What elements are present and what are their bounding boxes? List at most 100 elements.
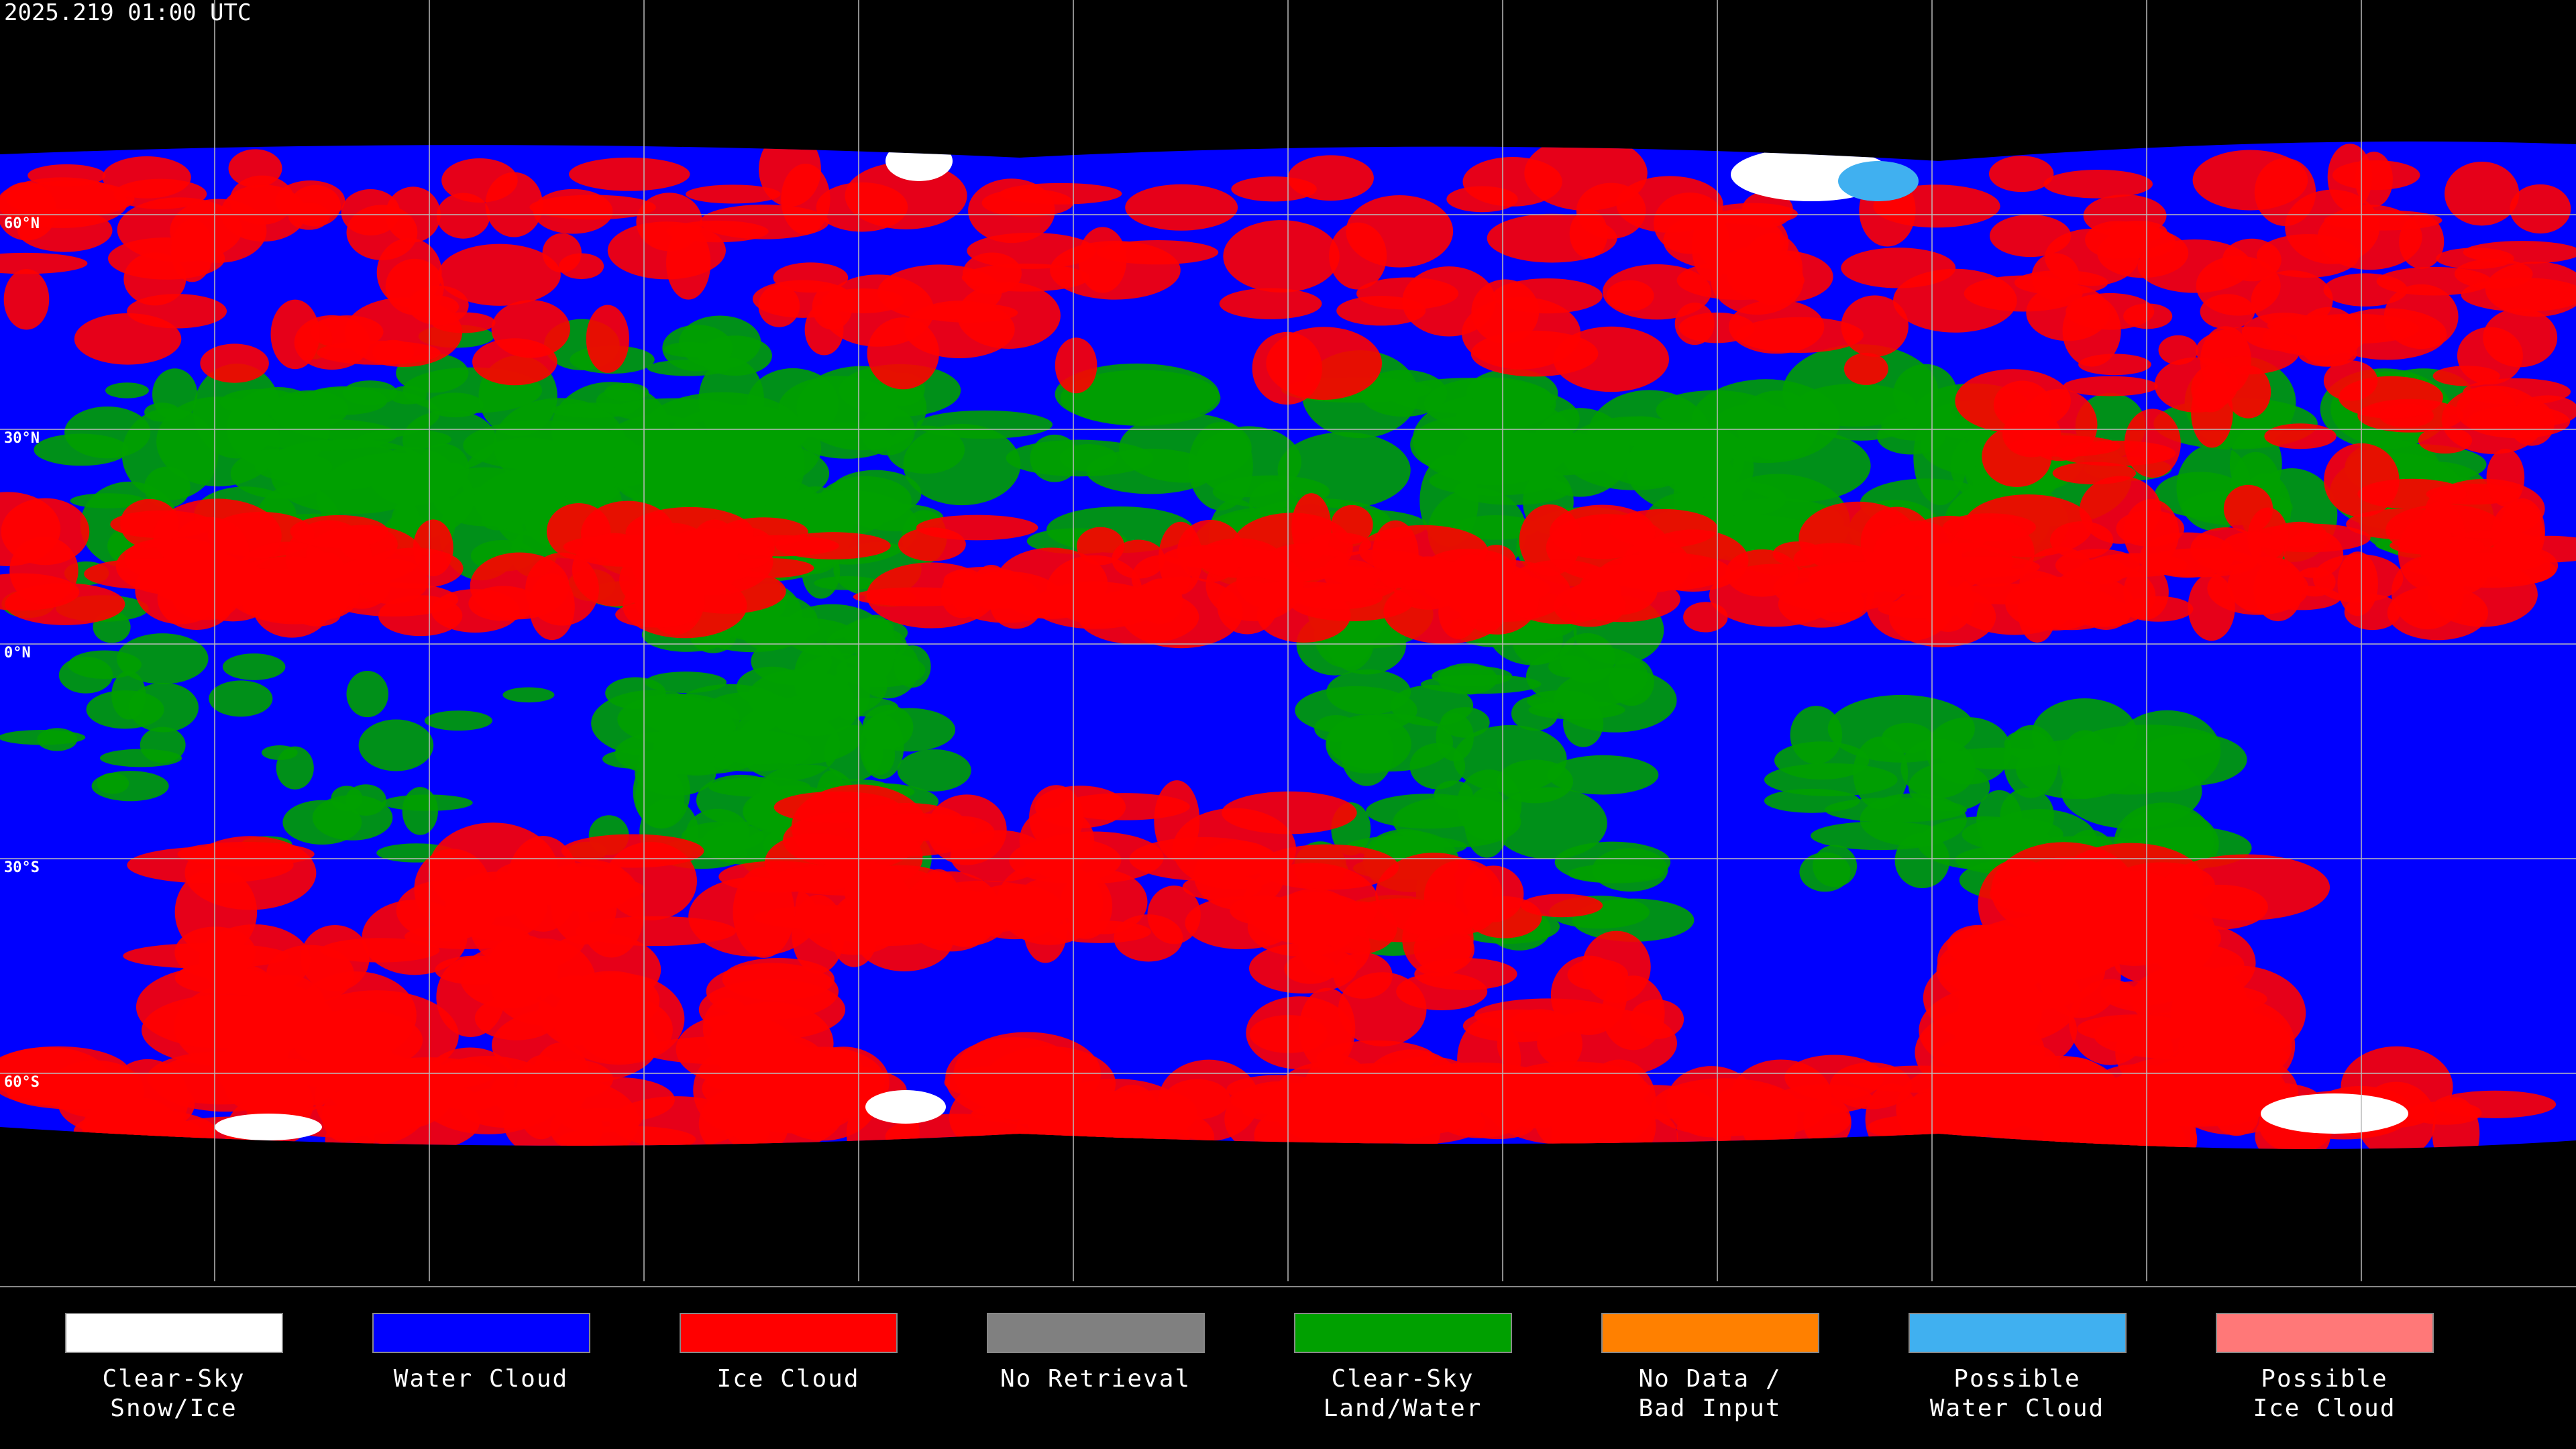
cloud-blob [1735, 317, 1864, 353]
cloud-blob [276, 746, 314, 790]
latitude-label: 30°S [4, 859, 40, 876]
cloud-blob [2489, 547, 2559, 584]
cloud-blob [2483, 308, 2558, 368]
cloud-blob [941, 908, 989, 947]
cloud-blob [1336, 296, 1426, 326]
cloud-blob [894, 645, 931, 688]
cloud-blob [2337, 551, 2378, 616]
cloud-blob [2192, 150, 2308, 211]
cloud-blob [1061, 869, 1148, 934]
cloud-blob [1525, 645, 1648, 708]
cloud-blob [378, 595, 463, 637]
cloud-blob [1125, 184, 1238, 231]
cloud-blob [2127, 1022, 2186, 1059]
cloud-blob [1032, 581, 1159, 629]
cloud-blob [1872, 521, 1962, 591]
cloud-blob [117, 633, 209, 684]
latitude-label: 0°N [4, 645, 31, 661]
cloud-blob [436, 193, 490, 239]
legend-label: Clear-Sky [1331, 1365, 1474, 1393]
cloud-blob [2432, 366, 2500, 386]
cloud-blob [1663, 211, 1784, 270]
cloud-blob [1338, 972, 1427, 1046]
cloud-blob [1219, 288, 1322, 319]
graticule [0, 0, 2576, 1287]
cloud-blob [515, 462, 579, 492]
cloud-blob [1784, 1055, 1884, 1101]
cloud-blob [2296, 307, 2361, 367]
cloud-blob [529, 195, 656, 220]
cloud-blob [1629, 999, 1684, 1039]
cloud-blob [2248, 523, 2371, 553]
cloud-blob [641, 392, 804, 469]
cloud-blob [898, 527, 966, 561]
cloud-blob [1554, 841, 1671, 883]
cloud-blob [2436, 248, 2514, 270]
cloud-blob [317, 340, 441, 365]
cloud-blob [358, 429, 451, 449]
cloud-blob [1289, 583, 1413, 622]
cloud-blob [1030, 434, 1080, 482]
cloud-blob [445, 871, 547, 941]
cloud-blob [1683, 602, 1728, 633]
legend-label: Water Cloud [1930, 1395, 2104, 1422]
cloud-blob [851, 816, 973, 857]
cloud-blob [2508, 400, 2555, 446]
cloud-blob [2223, 484, 2273, 533]
cloud-blob [879, 902, 936, 945]
cloud-blob [1676, 260, 1805, 301]
cloud-blob [795, 904, 844, 934]
cloud-blob [1375, 853, 1493, 936]
cloud-blob [128, 682, 199, 733]
latitude-labels: 60°N 30°N 0°N 30°S 60°S [4, 215, 40, 1091]
cloud-blob [1223, 220, 1340, 293]
legend-label: Possible [1953, 1365, 2080, 1393]
cloud-blob [229, 175, 294, 225]
cloud-blob [219, 388, 302, 416]
cloud-blob [2059, 730, 2111, 799]
cloud-blob [736, 666, 808, 708]
legend-label: Water Cloud [394, 1365, 568, 1393]
cloud-blob [346, 671, 388, 718]
cloud-blob [2137, 239, 2252, 293]
cloud-blob [1404, 561, 1484, 590]
cloud-blob [2188, 574, 2235, 641]
cloud-blob [1221, 791, 1357, 835]
cloud-blob [829, 470, 922, 517]
legend-swatch [1909, 1313, 2127, 1353]
cloud-blob [0, 182, 57, 241]
cloud-blob [689, 474, 769, 519]
cloud-blob [1736, 390, 1819, 461]
cloud-blob [2002, 411, 2061, 458]
cloud-blob [37, 728, 78, 751]
cloud-blob [34, 433, 129, 466]
cloud-blob [1158, 521, 1203, 595]
cloud-blob [602, 749, 667, 769]
cloud-blob [1432, 665, 1513, 687]
cloud-blob [572, 533, 657, 607]
cloud-blob [1112, 539, 1165, 579]
cloud-blob [417, 443, 470, 494]
legend-swatch [65, 1313, 283, 1353]
cloud-blob [2162, 854, 2330, 921]
cloud-blob [605, 677, 666, 710]
cloud-blob [174, 961, 270, 994]
cloud-blob [1493, 787, 1607, 859]
cloud-blob [3, 268, 50, 330]
cloud-blob [144, 466, 191, 508]
cloud-blob [1231, 176, 1317, 202]
cloud-blob [1409, 743, 1466, 790]
cloud-blob [438, 244, 561, 306]
cloud-blob [1790, 706, 1843, 765]
cloud-blob [1813, 845, 1858, 888]
cloud-blob [559, 253, 604, 280]
cloud-blob [1254, 1099, 1395, 1149]
cloud-blob [0, 1046, 108, 1106]
legend-swatch [1601, 1313, 1819, 1353]
cloud-blob [254, 453, 333, 481]
cloud-blob [1055, 363, 1220, 425]
cloud-blob [1273, 888, 1356, 947]
cloud-blob [108, 237, 225, 280]
cloud-blob [1464, 788, 1509, 858]
cloud-blob [2019, 547, 2100, 621]
